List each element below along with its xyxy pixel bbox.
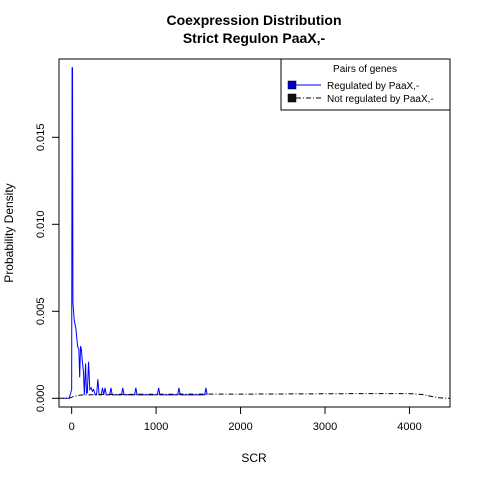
legend-swatch-not-regulated: [287, 93, 297, 103]
y-axis-label: Probability Density: [2, 183, 16, 282]
legend-label-regulated: Regulated by PaaX,-: [327, 81, 419, 92]
y-tick-label: 0.005: [35, 298, 47, 326]
chart-subtitle: Strict Regulon PaaX,-: [183, 30, 326, 46]
legend-title: Pairs of genes: [333, 64, 397, 75]
x-tick-label: 3000: [313, 421, 337, 433]
y-tick-label: 0.015: [35, 124, 47, 152]
legend: Pairs of genes Regulated by PaaX,- Not r…: [280, 58, 451, 111]
y-tick-label: 0.000: [35, 385, 47, 413]
series-line-not-regulated: [59, 393, 451, 399]
legend-label-not-regulated: Not regulated by PaaX,-: [327, 94, 434, 105]
chart-title: Coexpression Distribution: [166, 12, 341, 28]
x-tick-label: 1000: [144, 421, 168, 433]
series-line-regulated: [63, 67, 208, 399]
x-axis: 0 1000 2000 3000 4000: [69, 406, 422, 433]
x-tick-label: 4000: [397, 421, 421, 433]
x-tick-label: 2000: [228, 421, 252, 433]
x-tick-label: 0: [69, 421, 75, 433]
y-tick-label: 0.010: [35, 211, 47, 239]
legend-swatch-regulated: [287, 80, 297, 90]
y-axis: 0.000 0.005 0.010 0.015: [35, 124, 60, 413]
plot-area-frame: [58, 58, 451, 408]
series-layer: [59, 67, 451, 399]
x-axis-label: SCR: [241, 451, 267, 465]
